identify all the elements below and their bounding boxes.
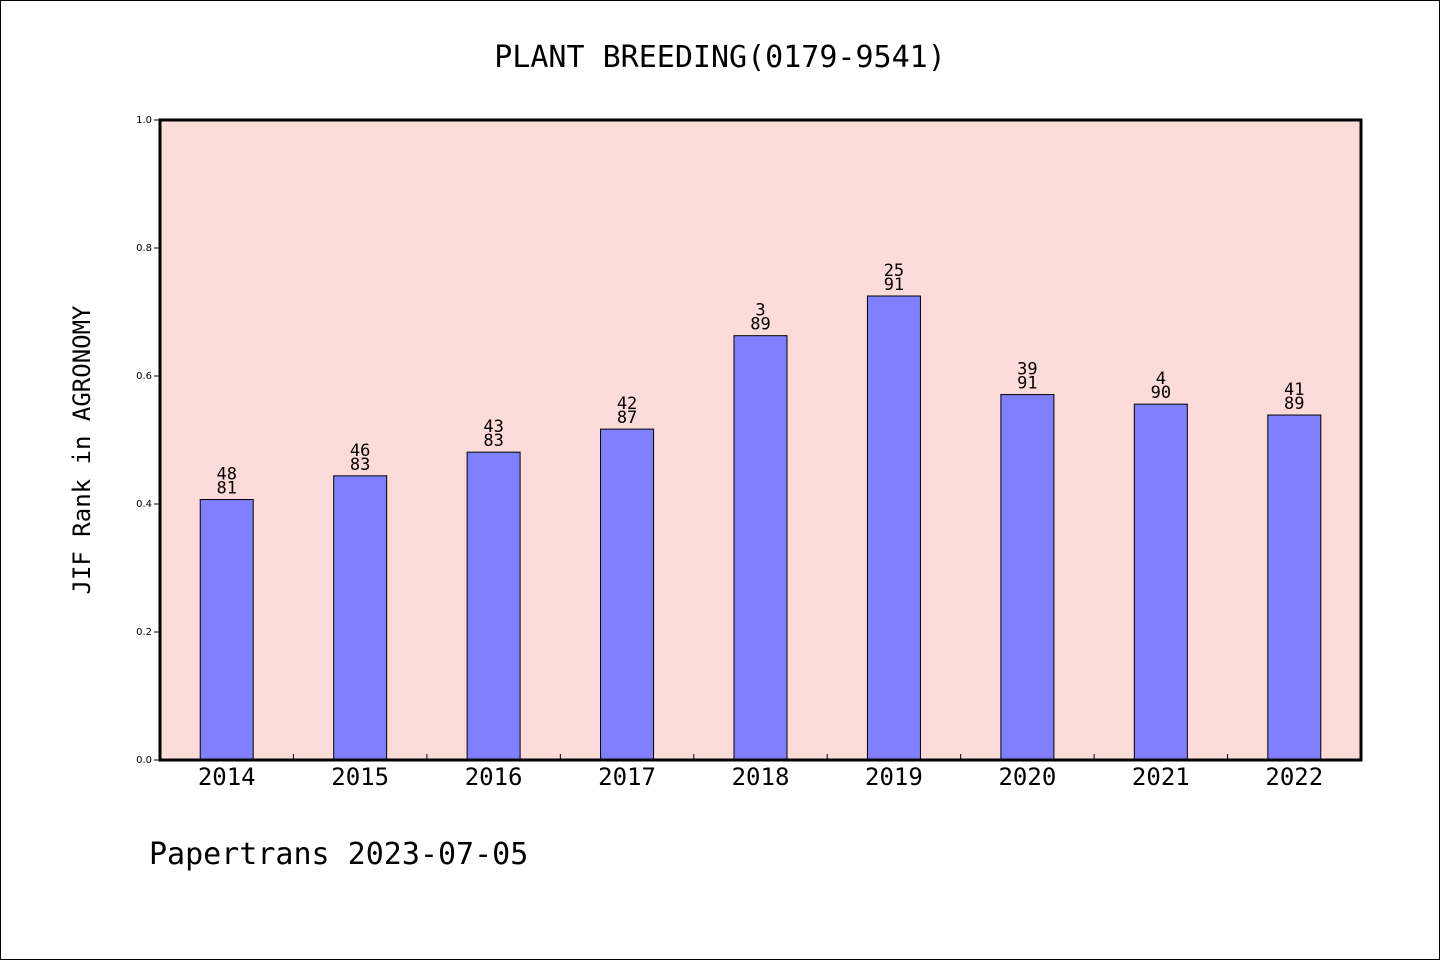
bar-2019 [866,295,921,761]
bar-2015 [333,475,388,761]
x-tick-label: 2014 [198,763,256,791]
plot-frame [158,118,1363,762]
bar-rank-label: 39 [1017,360,1037,380]
bar-2021 [1133,403,1188,761]
bar-total-label: 87 [617,408,637,428]
x-tick-label: 2019 [865,763,923,791]
bar-rank-label: 48 [216,465,236,485]
bar-total-label: 83 [350,455,370,475]
x-tick-label: 2018 [732,763,790,791]
y-tick-label: 0.0 [136,755,152,766]
bar-total-label: 89 [750,315,770,335]
bar-rank-label: 4 [1156,369,1166,389]
bar-rank-label: 41 [1284,380,1304,400]
bar-2014 [199,499,254,761]
bar-2020 [1000,394,1055,761]
bar-total-label: 90 [1151,383,1171,403]
y-tick-label: 0.8 [136,243,152,254]
bar-total-label: 89 [1284,394,1304,414]
bar-2018 [733,335,788,761]
bar-2017 [600,428,655,761]
x-axis-ticks: 2014 2015 2016 2017 2018 2019 2020 2021 2022 [198,754,1323,791]
bar-rank-label: 25 [884,261,904,281]
x-tick-label: 2021 [1132,763,1190,791]
y-tick-label: 0.6 [136,371,152,382]
bar-2022 [1267,414,1322,761]
bar-total-label: 91 [1017,374,1037,394]
x-tick-label: 2016 [465,763,523,791]
y-axis-ticks: 0.0 0.2 0.4 0.6 0.8 1.0 [136,115,160,766]
bar-rank-label: 43 [483,417,503,437]
y-tick-label: 0.2 [136,627,152,638]
footer-watermark: Papertrans 2023-07-05 [149,837,528,872]
bar-rank-label: 3 [755,301,765,321]
bar-2016 [466,451,521,761]
bar-total-label: 83 [483,431,503,451]
bar-total-label: 81 [216,479,236,499]
x-tick-label: 2017 [598,763,656,791]
x-tick-label: 2015 [331,763,389,791]
chart-title: PLANT BREEDING(0179-9541) [494,40,946,75]
bar-rank-label: 46 [350,441,370,461]
y-tick-label: 1.0 [136,115,152,126]
y-tick-label: 0.4 [136,499,152,510]
bar-total-label: 91 [884,275,904,295]
bar-rank-label: 42 [617,394,637,414]
x-tick-label: 2020 [998,763,1056,791]
y-axis-label: JIF Rank in AGRONOMY [68,305,96,595]
x-tick-label: 2022 [1265,763,1323,791]
